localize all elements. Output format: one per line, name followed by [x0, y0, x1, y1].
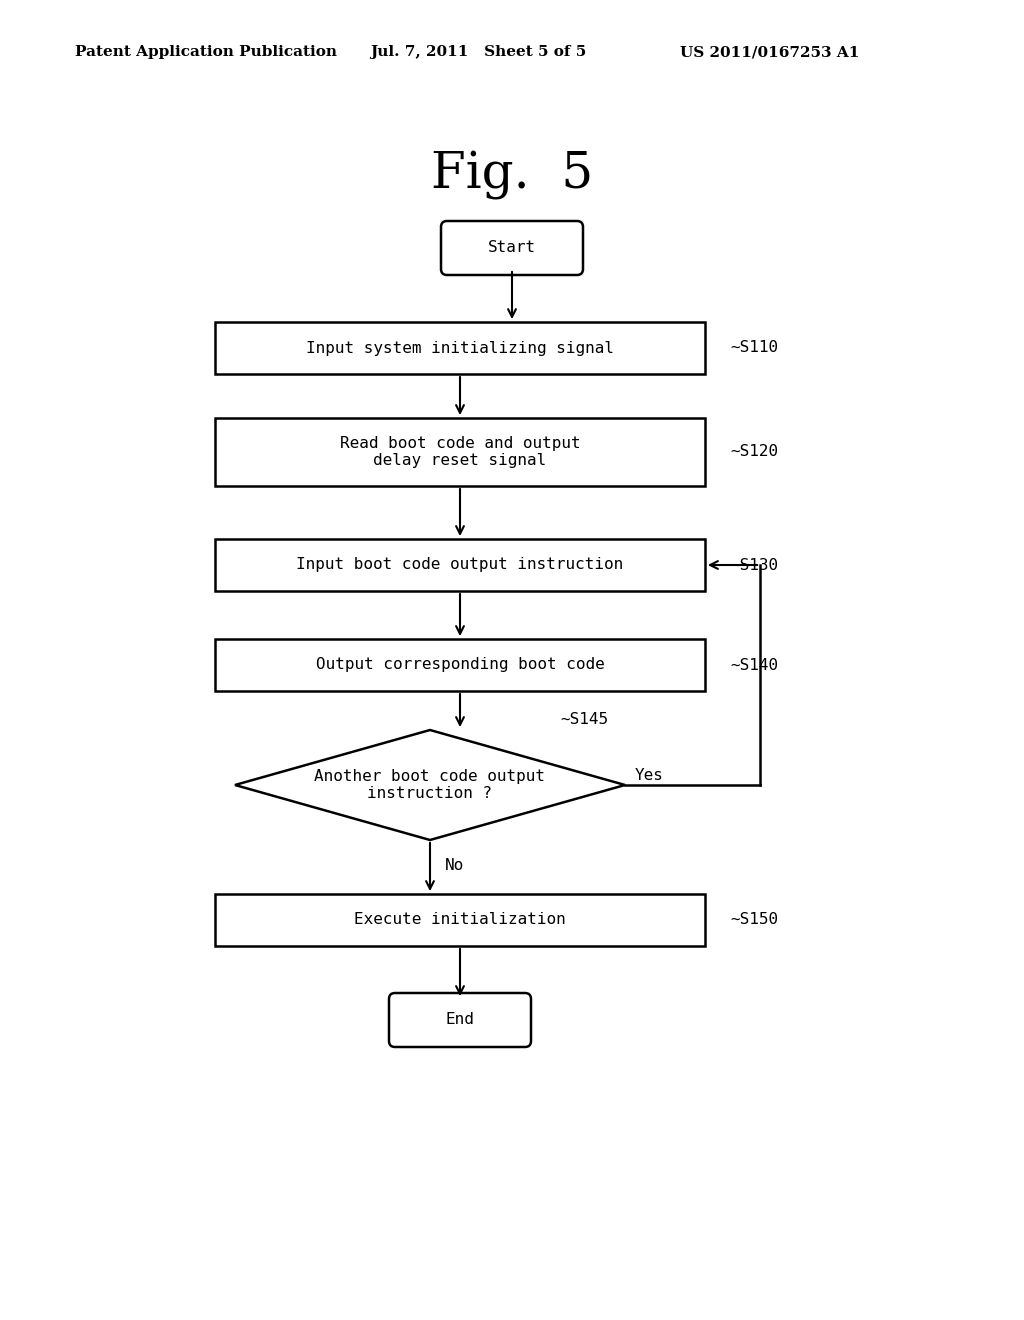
Bar [215, 418, 705, 486]
Text: Input boot code output instruction: Input boot code output instruction [296, 557, 624, 573]
Text: ~S140: ~S140 [730, 657, 778, 672]
FancyBboxPatch shape [389, 993, 531, 1047]
Text: US 2011/0167253 A1: US 2011/0167253 A1 [680, 45, 859, 59]
Text: Yes: Yes [635, 767, 664, 783]
Text: ~S130: ~S130 [730, 557, 778, 573]
Text: ~S150: ~S150 [730, 912, 778, 928]
Bar [215, 894, 705, 946]
Text: Jul. 7, 2011   Sheet 5 of 5: Jul. 7, 2011 Sheet 5 of 5 [370, 45, 587, 59]
Bar [215, 322, 705, 374]
Text: Fig.  5: Fig. 5 [431, 150, 593, 199]
Text: End: End [445, 1012, 474, 1027]
Text: ~S145: ~S145 [560, 713, 608, 727]
Text: ~S110: ~S110 [730, 341, 778, 355]
Text: Read boot code and output
delay reset signal: Read boot code and output delay reset si… [340, 436, 581, 469]
Text: No: No [445, 858, 464, 873]
Text: Another boot code output
instruction ?: Another boot code output instruction ? [314, 768, 546, 801]
FancyBboxPatch shape [441, 220, 583, 275]
Text: Execute initialization: Execute initialization [354, 912, 566, 928]
Text: Input system initializing signal: Input system initializing signal [306, 341, 614, 355]
Bar [215, 639, 705, 690]
Bar [215, 539, 705, 591]
Text: Patent Application Publication: Patent Application Publication [75, 45, 337, 59]
Text: ~S120: ~S120 [730, 445, 778, 459]
Polygon shape [234, 730, 625, 840]
Text: Start: Start [488, 240, 536, 256]
Text: Output corresponding boot code: Output corresponding boot code [315, 657, 604, 672]
